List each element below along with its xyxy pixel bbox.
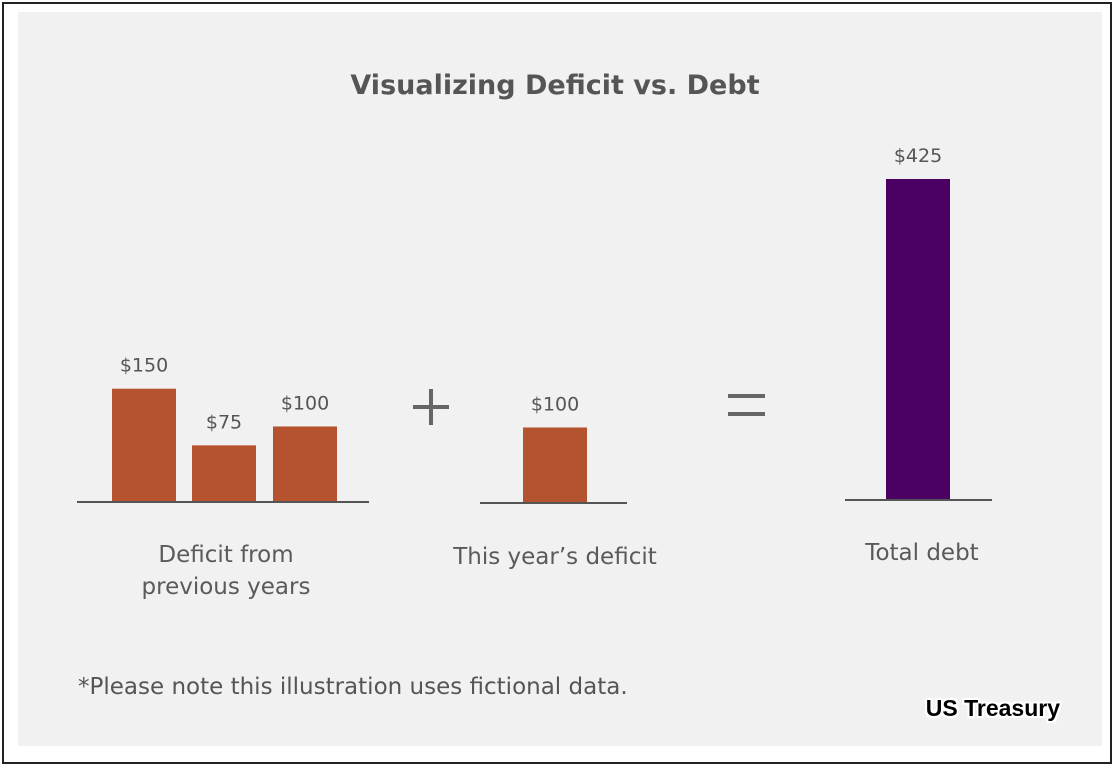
baselines-layer xyxy=(77,499,992,504)
chart-title: Visualizing Deficit vs. Debt xyxy=(350,70,759,101)
us-treasury-watermark: US Treasury xyxy=(925,695,1060,721)
bar-group-1-3 xyxy=(273,426,337,502)
value-label-group-1-2: $75 xyxy=(206,411,242,433)
value-label-group-1-3: $100 xyxy=(281,392,329,414)
value-label-group-1-1: $150 xyxy=(120,355,168,377)
bar-group-3-1 xyxy=(886,179,950,500)
value-label-group-2-1: $100 xyxy=(531,393,579,415)
bar-group-1-1 xyxy=(112,388,176,502)
value-labels-layer: $150 $75 $100 $100 $425 xyxy=(120,145,942,433)
group-label-1-line-1: Deficit from xyxy=(158,542,293,568)
group-label-1-line-2: previous years xyxy=(142,574,311,600)
bar-group-1-2 xyxy=(192,445,256,502)
group-labels-layer: Deficit from previous years This year’s de… xyxy=(142,540,979,600)
group-label-2-line-1: This year’s deficit xyxy=(452,544,657,570)
value-label-group-3-1: $425 xyxy=(894,145,942,167)
bars-layer xyxy=(112,179,950,503)
equals-operator xyxy=(728,394,765,416)
group-label-3-line-1: Total debt xyxy=(864,540,978,566)
bar-group-2-1 xyxy=(523,427,587,503)
footnote: *Please note this illustration uses fict… xyxy=(78,674,628,700)
plus-operator xyxy=(413,389,449,425)
